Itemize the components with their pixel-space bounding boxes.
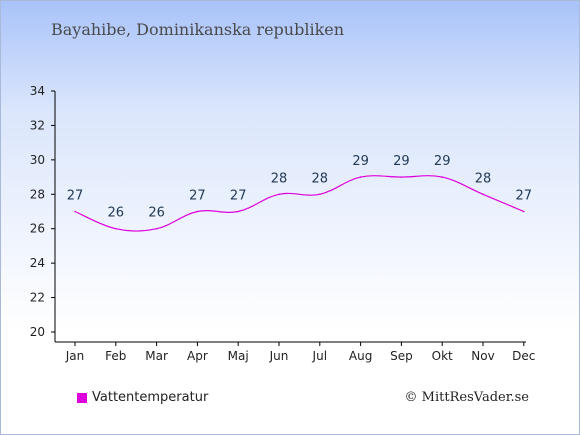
legend: Vattentemperatur: [77, 390, 208, 405]
y-tick-label: 28: [30, 187, 45, 201]
data-label: 26: [148, 206, 165, 221]
y-tick-label: 26: [30, 222, 45, 236]
data-point: [523, 210, 525, 213]
legend-swatch: [77, 392, 87, 403]
y-tick-label: 24: [30, 256, 45, 270]
data-point: [441, 176, 444, 178]
data-point: [319, 193, 321, 196]
chart-axes: 20 22 24 26 28 30 32 34 Jan Feb Mar Apr Maj Jun Jul Aug…: [30, 84, 536, 363]
y-tick-label: 22: [30, 291, 45, 305]
x-tick-label: Apr: [187, 349, 208, 363]
x-tick-label: Okt: [432, 349, 453, 363]
data-label: 28: [475, 171, 492, 186]
x-tick-label: Maj: [228, 349, 249, 363]
chart-location-title: Bayahibe, Dominikanska republiken: [51, 20, 345, 39]
data-point: [400, 176, 403, 178]
data-label: 29: [393, 154, 410, 169]
data-point: [278, 193, 280, 196]
y-tick-label: 30: [30, 153, 45, 167]
chart-marks: 27 26 26 27 27 28 28 29 29 29 28 27: [67, 154, 533, 232]
data-label: 28: [312, 171, 329, 186]
data-label: 27: [230, 189, 247, 204]
x-tick-label: Jul: [312, 349, 327, 363]
data-point: [237, 210, 239, 213]
x-tick-label: Nov: [471, 349, 494, 363]
data-point: [115, 227, 117, 230]
data-point: [74, 210, 76, 213]
y-tick-label: 32: [30, 118, 45, 132]
data-label: 27: [189, 189, 206, 204]
x-tick-label: Dec: [512, 349, 535, 363]
x-tick-label: Aug: [349, 349, 372, 363]
y-tick-label: 34: [30, 84, 45, 98]
data-label: 26: [108, 206, 125, 221]
data-label: 27: [67, 189, 84, 204]
legend-label: Vattentemperatur: [92, 390, 209, 405]
data-label: 29: [352, 154, 369, 169]
data-label: 28: [271, 171, 288, 186]
x-tick-label: Mar: [145, 349, 168, 363]
series-line-vattentemperatur: [74, 175, 525, 232]
data-point: [359, 176, 362, 178]
data-point: [196, 210, 199, 213]
x-tick-label: Sep: [390, 349, 413, 363]
x-tick-label: Jun: [269, 349, 289, 363]
data-point: [482, 193, 484, 196]
x-tick-label: Feb: [105, 349, 126, 363]
data-point: [155, 227, 158, 230]
data-label: 29: [434, 154, 451, 169]
data-label: 27: [516, 189, 533, 204]
y-tick-label: 20: [30, 325, 45, 339]
x-tick-label: Jan: [65, 349, 85, 363]
copyright-credit: © MittResVader.se: [404, 390, 529, 405]
